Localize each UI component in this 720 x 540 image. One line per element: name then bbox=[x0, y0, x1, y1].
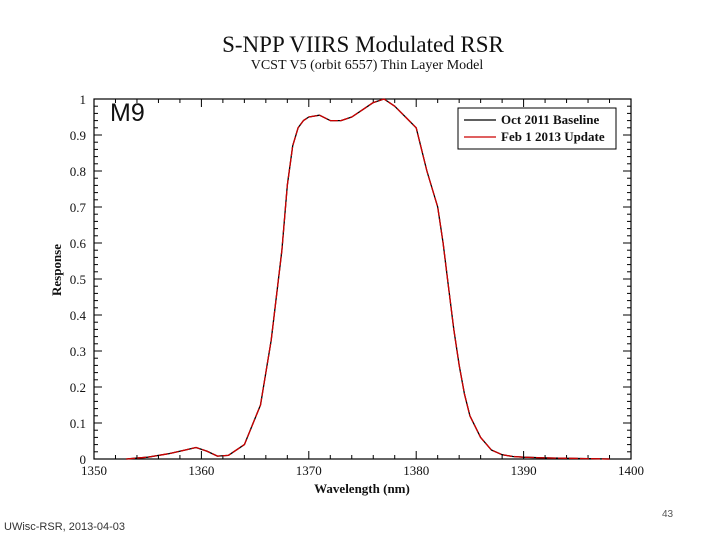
x-tick-label: 1360 bbox=[188, 463, 214, 478]
y-tick-label: 0.4 bbox=[70, 308, 87, 323]
x-axis-label: Wavelength (nm) bbox=[314, 481, 410, 496]
y-tick-label: 0 bbox=[80, 452, 87, 467]
x-tick-label: 1370 bbox=[296, 463, 322, 478]
legend: Oct 2011 Baseline Feb 1 2013 Update bbox=[457, 107, 617, 150]
series-line-update bbox=[126, 98, 610, 460]
y-tick-label: 0.9 bbox=[70, 128, 86, 143]
series-line-baseline bbox=[126, 98, 610, 460]
chart-subtitle: VCST V5 (orbit 6557) Thin Layer Model bbox=[251, 58, 484, 73]
y-tick-label: 0.6 bbox=[70, 236, 87, 251]
series-lines bbox=[126, 98, 610, 460]
band-label: M9 bbox=[110, 99, 145, 127]
y-axis-tick-labels: 0 0.1 0.2 0.3 0.4 0.5 0.6 0.7 0.8 0.9 1 bbox=[70, 92, 87, 467]
footer-source-label: UWisc-RSR, 2013-04-03 bbox=[4, 521, 126, 533]
x-tick-label: 1350 bbox=[81, 463, 107, 478]
x-tick-label: 1390 bbox=[511, 463, 537, 478]
legend-label-update: Feb 1 2013 Update bbox=[501, 129, 605, 144]
plot-frame bbox=[93, 98, 632, 460]
page-number: 43 bbox=[662, 509, 674, 520]
y-tick-label: 0.2 bbox=[70, 380, 86, 395]
x-tick-label: 1380 bbox=[403, 463, 429, 478]
y-tick-label: 0.3 bbox=[70, 344, 86, 359]
x-axis-ticks bbox=[93, 99, 632, 459]
x-tick-label: 1400 bbox=[618, 463, 644, 478]
y-tick-label: 1 bbox=[80, 92, 87, 107]
y-axis-ticks bbox=[94, 98, 631, 460]
chart-title: S-NPP VIIRS Modulated RSR bbox=[222, 32, 504, 57]
legend-label-baseline: Oct 2011 Baseline bbox=[501, 112, 599, 127]
y-tick-label: 0.1 bbox=[70, 416, 86, 431]
y-tick-label: 0.7 bbox=[70, 200, 87, 215]
y-axis-label: Response bbox=[49, 244, 64, 296]
legend-box bbox=[457, 107, 617, 150]
y-tick-label: 0.8 bbox=[70, 164, 86, 179]
x-axis-tick-labels: 1350 1360 1370 1380 1390 1400 bbox=[81, 463, 644, 478]
y-tick-label: 0.5 bbox=[70, 272, 86, 287]
